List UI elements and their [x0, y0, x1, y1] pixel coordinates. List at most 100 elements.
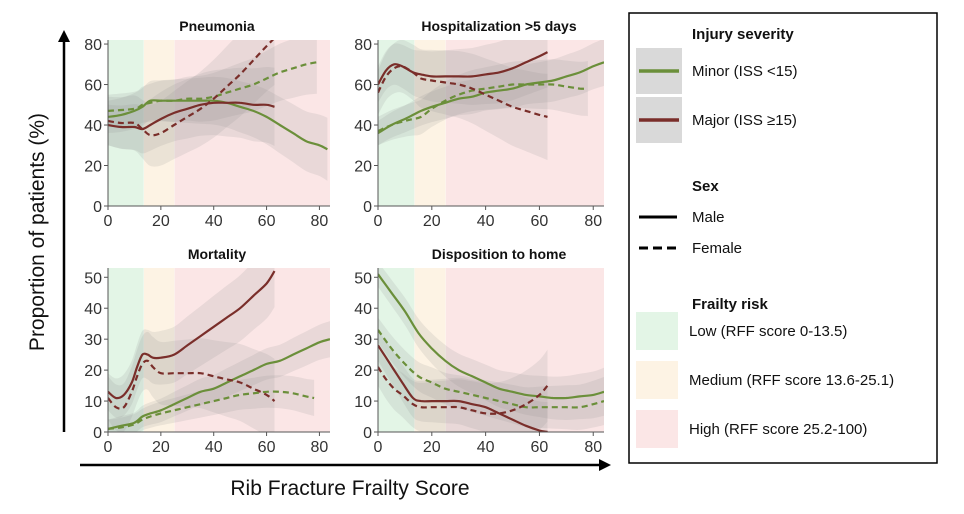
series-line-minor-male — [378, 61, 604, 135]
x-tick-label: 80 — [311, 213, 329, 230]
x-tick-label: 80 — [584, 439, 602, 456]
y-tick-label: 80 — [84, 37, 102, 54]
y-tick-label: 40 — [84, 301, 102, 318]
legend: Injury severity Minor (ISS <15) Major (I… — [628, 12, 938, 464]
legend-low-swatch — [636, 312, 678, 350]
series-line-major-female — [108, 40, 275, 137]
ci-band-minor-female — [378, 317, 604, 430]
panel-title: Hospitalization >5 days — [421, 18, 576, 34]
legend-low-label: Low (RFF score 0-13.5) — [689, 323, 847, 340]
series-line-major-male — [108, 101, 275, 131]
legend-high-swatch — [636, 410, 678, 448]
legend-female-label: Female — [692, 240, 742, 257]
band-low — [108, 40, 144, 206]
legend-frailty-title: Frailty risk — [692, 296, 769, 313]
series-line-major-female — [378, 366, 549, 415]
x-tick-label: 0 — [374, 213, 383, 230]
series-line-major-male — [108, 270, 276, 400]
x-tick-label: 0 — [104, 439, 113, 456]
panel-title: Mortality — [188, 246, 247, 262]
legend-sex-title: Sex — [692, 178, 719, 195]
y-tick-label: 0 — [363, 425, 372, 442]
x-tick-label: 20 — [152, 213, 170, 230]
panel-title: Disposition to home — [432, 246, 567, 262]
y-tick-label: 0 — [93, 425, 102, 442]
legend-high-label: High (RFF score 25.2-100) — [689, 421, 867, 438]
band-medium — [414, 40, 446, 206]
series-line-major-male — [378, 344, 548, 432]
x-tick-label: 60 — [258, 213, 276, 230]
series-line-minor-female — [108, 61, 317, 112]
series-line-minor-female — [378, 329, 604, 409]
y-tick-label: 40 — [354, 118, 372, 135]
band-medium — [143, 268, 175, 432]
series-line-major-female — [108, 359, 276, 410]
ci-band-major-male — [108, 66, 275, 154]
band-medium — [414, 268, 446, 432]
ci-band-major-female — [108, 40, 275, 167]
shared-x-axis-arrowhead — [599, 459, 611, 471]
ci-band-minor-male — [378, 268, 604, 420]
legend-severity-title: Injury severity — [692, 26, 794, 43]
y-tick-label: 20 — [354, 363, 372, 380]
panel-disposition-home: 0 10 20 30 40 50 0 20 40 60 80 Disposition to home — [354, 246, 604, 456]
panel-title: Pneumonia — [179, 18, 255, 34]
x-tick-label: 40 — [477, 213, 495, 230]
x-tick-label: 40 — [205, 213, 223, 230]
y-tick-label: 60 — [354, 78, 372, 95]
band-high — [174, 40, 330, 206]
y-tick-label: 0 — [93, 199, 102, 216]
band-low — [378, 268, 415, 432]
legend-medium-swatch — [636, 361, 678, 399]
x-tick-label: 20 — [423, 439, 441, 456]
legend-minor-label: Minor (ISS <15) — [692, 63, 797, 80]
x-tick-label: 20 — [152, 439, 170, 456]
x-tick-label: 80 — [584, 213, 602, 230]
y-tick-label: 50 — [354, 270, 372, 287]
panel-mortality: 0 10 20 30 40 50 0 20 40 60 80 Mortality — [84, 246, 330, 456]
x-tick-label: 20 — [423, 213, 441, 230]
y-tick-label: 10 — [84, 394, 102, 411]
y-axis-label: Proportion of patients (%) — [26, 113, 49, 351]
series-line-major-female — [378, 64, 548, 118]
ci-band-major-male — [378, 40, 548, 105]
y-tick-label: 20 — [84, 363, 102, 380]
legend-male-label: Male — [692, 209, 725, 226]
x-tick-label: 60 — [531, 213, 549, 230]
ci-band-major-male — [378, 329, 548, 432]
legend-medium-label: Medium (RFF score 13.6-25.1) — [689, 372, 894, 389]
y-tick-label: 30 — [354, 332, 372, 349]
y-tick-label: 60 — [84, 78, 102, 95]
panel-hospitalization: 0 20 40 60 80 0 20 40 60 80 Hospitalization >5 day… — [354, 18, 604, 230]
ci-band-minor-female — [378, 59, 588, 146]
x-tick-label: 40 — [477, 439, 495, 456]
y-tick-label: 20 — [84, 159, 102, 176]
band-high — [445, 40, 604, 206]
x-axis-label: Rib Fracture Frailty Score — [230, 477, 469, 500]
y-tick-label: 40 — [84, 118, 102, 135]
x-tick-label: 80 — [311, 439, 329, 456]
y-tick-label: 20 — [354, 159, 372, 176]
series-line-minor-female — [108, 390, 315, 430]
x-tick-label: 60 — [258, 439, 276, 456]
ci-band-minor-male — [108, 76, 328, 181]
series-line-major-male — [378, 51, 549, 86]
y-tick-label: 80 — [354, 37, 372, 54]
y-tick-label: 10 — [354, 394, 372, 411]
y-tick-label: 30 — [84, 332, 102, 349]
band-medium — [143, 40, 175, 206]
x-tick-label: 0 — [374, 439, 383, 456]
series-line-minor-male — [378, 273, 604, 400]
y-tick-label: 40 — [354, 301, 372, 318]
x-tick-label: 0 — [104, 213, 113, 230]
y-tick-label: 50 — [84, 270, 102, 287]
ci-band-minor-female — [108, 375, 315, 432]
legend-major-label: Major (ISS ≥15) — [692, 112, 797, 129]
x-tick-label: 60 — [531, 439, 549, 456]
series-line-minor-male — [108, 99, 328, 151]
ci-band-major-female — [378, 348, 548, 432]
panel-pneumonia: 0 20 40 60 80 0 20 40 60 80 Pneumonia — [84, 18, 330, 230]
series-line-minor-male — [108, 338, 330, 430]
y-tick-label: 0 — [363, 199, 372, 216]
